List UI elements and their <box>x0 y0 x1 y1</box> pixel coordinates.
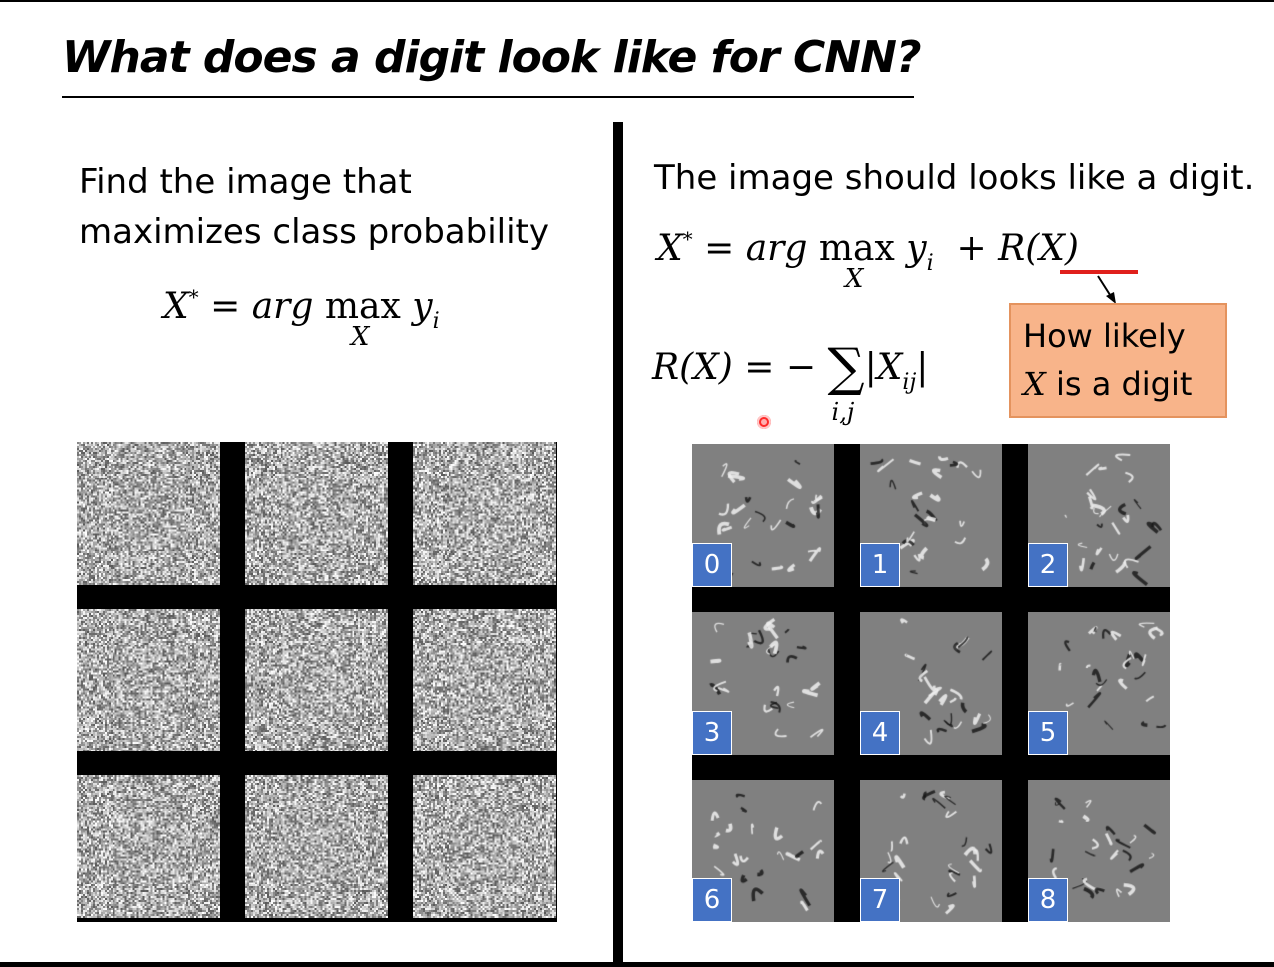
slide-bottom-border <box>0 962 1274 967</box>
regularizer-underline <box>1060 270 1138 274</box>
noise-image-grid <box>77 442 557 922</box>
noise-image <box>413 442 556 585</box>
formula-star: * <box>188 285 199 309</box>
formula-max-subscript: X <box>350 322 370 352</box>
noise-image <box>77 609 220 751</box>
digit-image: 1 <box>860 444 1002 587</box>
formula-y-subscript: i <box>926 251 934 276</box>
digit-label: 4 <box>860 711 900 755</box>
callout-line-2-text: is a digit <box>1045 365 1193 403</box>
sum-subscript: i,j <box>831 398 855 426</box>
formula-max: max X <box>818 228 895 294</box>
right-formula-1: X* = arg max X yi + R(X) <box>657 227 1079 294</box>
title-underline <box>62 96 914 98</box>
formula-plus: + <box>956 228 987 269</box>
slide-top-border <box>0 0 1274 2</box>
slide-title: What does a digit look like for CNN? <box>62 32 921 83</box>
formula-x: X <box>657 228 683 269</box>
formula-arg: arg <box>251 286 314 327</box>
formula-r-of-x: R(X) <box>652 347 733 388</box>
pointer-dot <box>757 415 771 429</box>
left-formula: X* = arg max X yi <box>163 285 440 352</box>
formula-max: max X <box>324 286 401 352</box>
digit-label: 0 <box>692 543 732 587</box>
callout-line-1: How likely <box>1023 317 1186 355</box>
formula-abs-close: | <box>916 347 929 388</box>
digit-label: 7 <box>860 878 900 922</box>
formula-star: * <box>682 227 693 251</box>
regularizer-term: R(X) <box>998 228 1079 269</box>
formula-abs-x: |X <box>864 347 903 388</box>
callout-variable: X <box>1023 365 1046 403</box>
callout-line-2: X is a digit <box>1023 365 1192 403</box>
noise-image <box>245 609 388 751</box>
digit-image: 6 <box>692 780 834 922</box>
column-divider <box>613 122 623 967</box>
noise-image <box>77 775 220 918</box>
digit-image: 5 <box>1028 612 1170 755</box>
noise-image <box>77 442 220 585</box>
left-text-line-2: maximizes class probability <box>79 212 549 252</box>
formula-equals: = <box>704 228 735 269</box>
digit-image: 4 <box>860 612 1002 755</box>
left-text-line-1: Find the image that <box>79 162 412 202</box>
callout-arrow-icon <box>1097 275 1116 304</box>
formula-arg: arg <box>745 228 808 269</box>
formula-equals-minus: = − <box>744 347 817 388</box>
noise-image <box>245 442 388 585</box>
digit-image: 7 <box>860 780 1002 922</box>
digit-image: 8 <box>1028 780 1170 922</box>
digit-image-grid: 0 1 2 3 4 5 6 7 8 <box>692 444 1170 922</box>
digit-label: 2 <box>1028 543 1068 587</box>
digit-label: 5 <box>1028 711 1068 755</box>
formula-ij-subscript: ij <box>902 370 917 395</box>
right-formula-2: R(X) = − ∑ i,j |Xij| <box>652 332 929 426</box>
digit-label: 1 <box>860 543 900 587</box>
noise-image <box>413 775 556 918</box>
formula-y: y <box>906 228 927 269</box>
callout-box: How likely X is a digit <box>1009 303 1227 418</box>
digit-label: 3 <box>692 711 732 755</box>
sum-symbol: ∑ i,j <box>827 338 865 426</box>
digit-image: 2 <box>1028 444 1170 587</box>
formula-y-subscript: i <box>432 309 440 334</box>
digit-label: 6 <box>692 878 732 922</box>
formula-max-subscript: X <box>844 264 864 294</box>
right-heading: The image should looks like a digit. <box>654 158 1255 198</box>
formula-x: X <box>163 286 189 327</box>
formula-equals: = <box>210 286 241 327</box>
noise-image <box>413 609 556 751</box>
digit-image: 0 <box>692 444 834 587</box>
noise-image <box>245 775 388 918</box>
formula-y: y <box>412 286 433 327</box>
digit-image: 3 <box>692 612 834 755</box>
digit-label: 8 <box>1028 878 1068 922</box>
